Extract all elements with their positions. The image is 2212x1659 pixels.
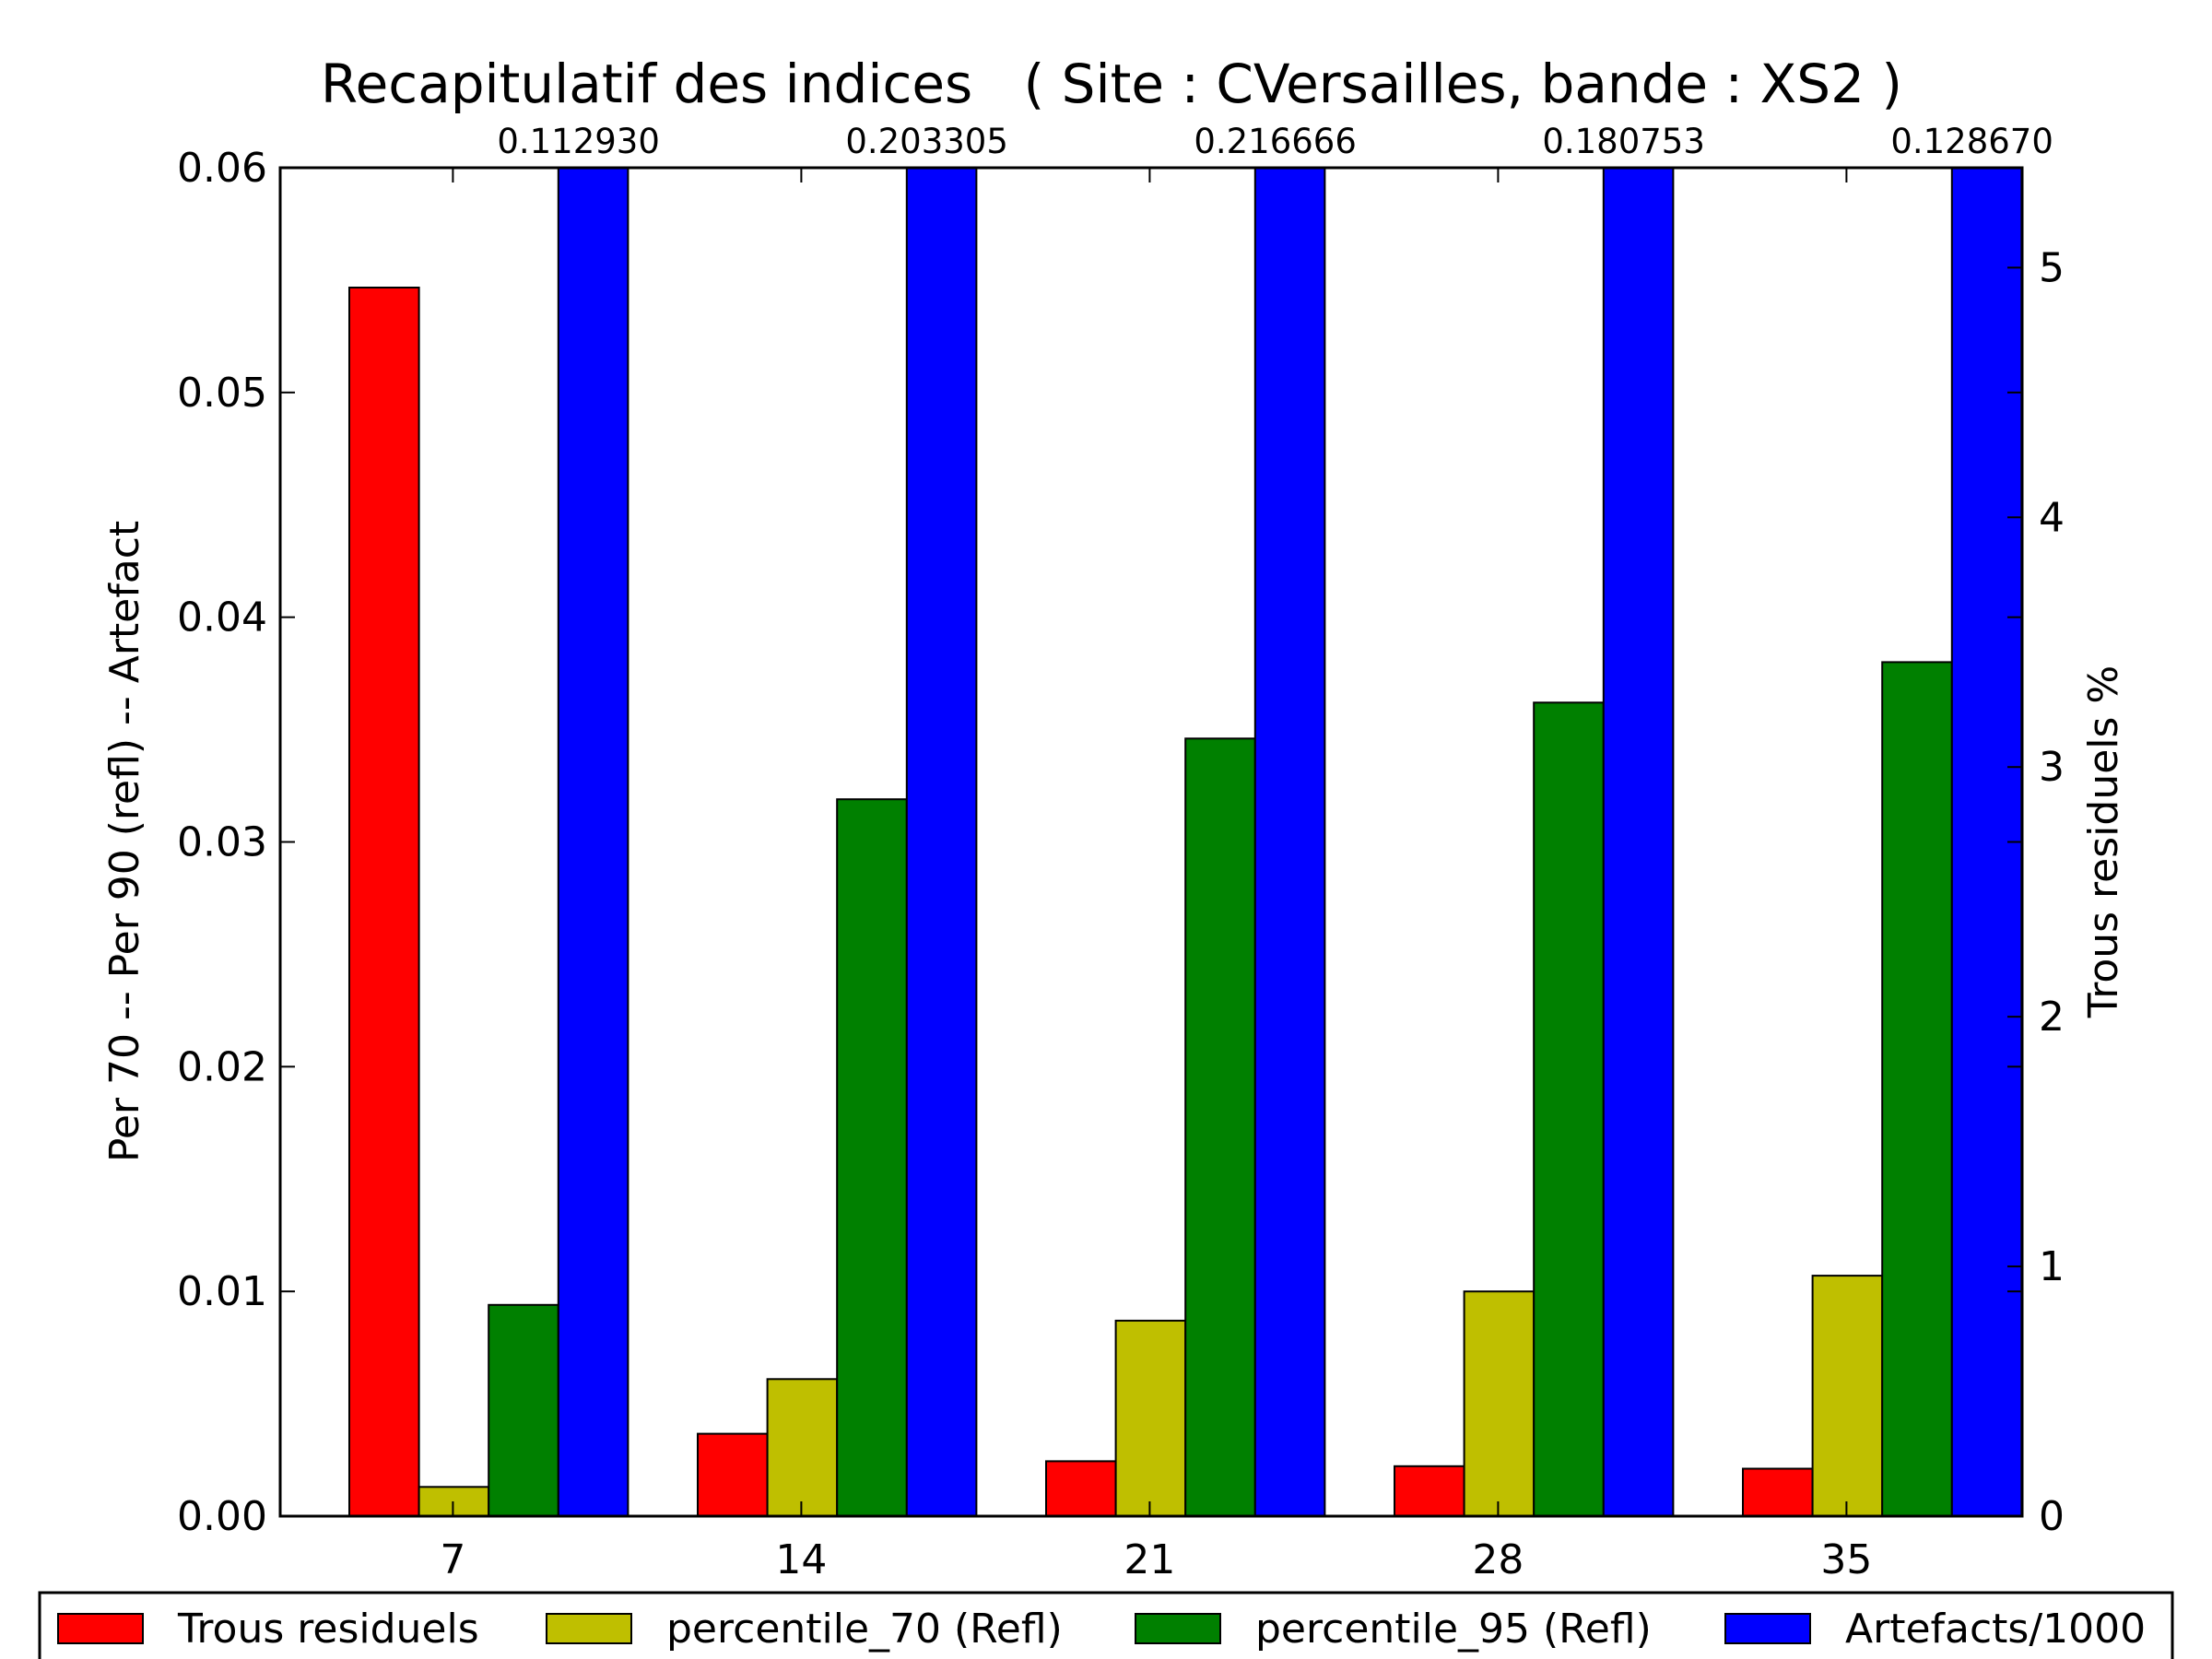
y2-tick-label: 1 — [2039, 1243, 2065, 1290]
x-tick-label: 14 — [775, 1536, 827, 1583]
x-tick-label: 21 — [1124, 1536, 1175, 1583]
bar-overflow-label: 0.203305 — [845, 122, 1008, 161]
bar-percentile-70-refl-21 — [1114, 1319, 1187, 1518]
y-tick-label: 0.05 — [177, 370, 267, 417]
legend-label: percentile_95 (Refl) — [1255, 1606, 1652, 1653]
x-tick-label: 28 — [1472, 1536, 1524, 1583]
y-tick-label: 0.06 — [177, 145, 267, 192]
y2-tick-label: 4 — [2039, 494, 2065, 541]
legend-label: Artefacts/1000 — [1845, 1606, 2146, 1653]
y-axis-label: Per 70 -- Per 90 (refl) -- Artefact — [101, 521, 148, 1162]
bar-percentile-70-refl-35 — [1811, 1275, 1884, 1517]
x-tick-label: 35 — [1820, 1536, 1872, 1583]
legend-label: percentile_70 (Refl) — [666, 1606, 1063, 1653]
y-tick-label: 0.01 — [177, 1268, 267, 1315]
y2-tick-label: 2 — [2039, 994, 2065, 1041]
y2-tick-label: 3 — [2039, 744, 2065, 791]
bar-trous-residuels-28 — [1394, 1465, 1465, 1518]
bar-overflow-label: 0.180753 — [1542, 122, 1705, 161]
bar-overflow-label: 0.128670 — [1890, 122, 2053, 161]
right-y-axis: 0 1 2 3 4 5 — [2007, 244, 2065, 1540]
bar-percentile-95-refl-28 — [1533, 701, 1605, 1517]
y-tick-label: 0.02 — [177, 1043, 267, 1090]
bar-artefacts-1000-21 — [1253, 167, 1326, 1517]
bar-percentile-95-refl-14 — [836, 798, 908, 1517]
legend-swatch — [1724, 1613, 1811, 1644]
plot-frame — [278, 166, 2024, 1518]
x-axis: 7 14 21 28 35 — [440, 168, 1872, 1583]
bar-artefacts-1000-14 — [905, 167, 978, 1517]
bar-percentile-70-refl-7 — [418, 1486, 490, 1518]
bar-percentile-70-refl-14 — [766, 1378, 839, 1518]
bar-artefacts-1000-7 — [557, 167, 629, 1517]
legend: Trous residuels percentile_70 (Refl) perce… — [38, 1591, 2174, 1659]
bar-percentile-95-refl-21 — [1184, 737, 1256, 1517]
legend-swatch — [1135, 1613, 1221, 1644]
bar-trous-residuels-7 — [348, 287, 420, 1517]
chart-title: Recapitulatif des indices ( Site : CVers… — [321, 53, 1902, 115]
y-tick-label: 0.04 — [177, 594, 267, 641]
y-tick-label: 0.03 — [177, 819, 267, 866]
x-tick-label: 7 — [440, 1536, 465, 1583]
overflow-labels-group: 0.112930 0.203305 0.216666 0.180753 0.128670 — [497, 122, 2053, 161]
y2-tick-label: 0 — [2039, 1493, 2065, 1540]
legend-frame — [38, 1591, 2174, 1659]
bar-percentile-95-refl-35 — [1881, 661, 1953, 1517]
bar-percentile-70-refl-28 — [1463, 1290, 1535, 1517]
y2-axis-label: Trous residuels % — [2080, 665, 2127, 1018]
bar-percentile-95-refl-7 — [488, 1303, 559, 1518]
legend-label: Trous residuels — [177, 1606, 479, 1653]
bar-overflow-label: 0.216666 — [1194, 122, 1357, 161]
bars-group — [348, 167, 2023, 1518]
legend-swatch — [546, 1613, 632, 1644]
bar-trous-residuels-14 — [697, 1432, 769, 1517]
bar-artefacts-1000-28 — [1602, 167, 1675, 1517]
y-tick-label: 0.00 — [177, 1493, 267, 1540]
y2-tick-label: 5 — [2039, 244, 2065, 291]
bar-trous-residuels-21 — [1045, 1460, 1117, 1518]
bar-trous-residuels-35 — [1742, 1467, 1814, 1517]
left-y-axis: 0.00 0.01 0.02 0.03 0.04 0.05 0.06 — [177, 145, 2022, 1540]
legend-swatch — [57, 1613, 144, 1644]
bar-overflow-label: 0.112930 — [497, 122, 660, 161]
